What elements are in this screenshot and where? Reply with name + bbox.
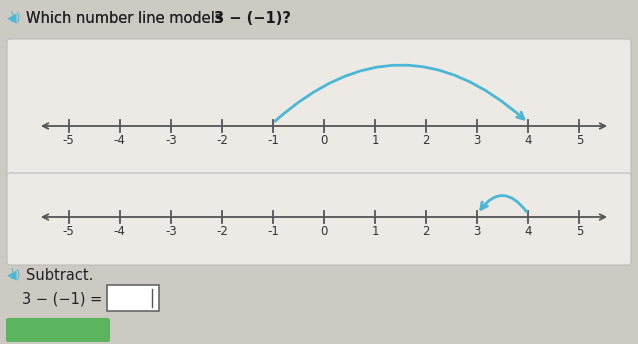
- Text: -1: -1: [267, 225, 279, 238]
- FancyBboxPatch shape: [6, 318, 110, 342]
- Text: Subtract.: Subtract.: [26, 268, 93, 283]
- Text: 5: 5: [575, 225, 583, 238]
- Text: Which number line models: Which number line models: [26, 11, 227, 26]
- Text: 4: 4: [524, 134, 532, 147]
- Text: -3: -3: [165, 134, 177, 147]
- Text: ): ): [10, 11, 15, 24]
- Text: 2: 2: [422, 225, 430, 238]
- Text: -3: -3: [165, 225, 177, 238]
- Text: -5: -5: [63, 225, 75, 238]
- Text: ◀): ◀): [7, 11, 22, 24]
- Text: 3: 3: [473, 225, 481, 238]
- Text: -4: -4: [114, 225, 126, 238]
- FancyBboxPatch shape: [7, 39, 631, 177]
- Text: 1: 1: [371, 134, 379, 147]
- Text: ◀): ◀): [7, 268, 22, 281]
- Text: 5: 5: [575, 134, 583, 147]
- Text: 0: 0: [320, 225, 328, 238]
- Text: 3: 3: [473, 134, 481, 147]
- Text: -2: -2: [216, 225, 228, 238]
- Text: -4: -4: [114, 134, 126, 147]
- Text: -2: -2: [216, 134, 228, 147]
- Text: 4: 4: [524, 225, 532, 238]
- Text: 1: 1: [371, 225, 379, 238]
- Text: 3 − (−1)?: 3 − (−1)?: [214, 11, 291, 26]
- Text: Which number line models: Which number line models: [26, 11, 227, 26]
- Text: ): ): [10, 268, 15, 281]
- FancyBboxPatch shape: [7, 173, 631, 265]
- Text: -1: -1: [267, 134, 279, 147]
- Text: Which number line models 3 - (-1)?: Which number line models 3 - (-1)?: [0, 343, 1, 344]
- Text: 0: 0: [320, 134, 328, 147]
- Text: 3 − (−1) =: 3 − (−1) =: [22, 292, 107, 307]
- Text: 2: 2: [422, 134, 430, 147]
- FancyBboxPatch shape: [107, 285, 159, 311]
- Text: -5: -5: [63, 134, 75, 147]
